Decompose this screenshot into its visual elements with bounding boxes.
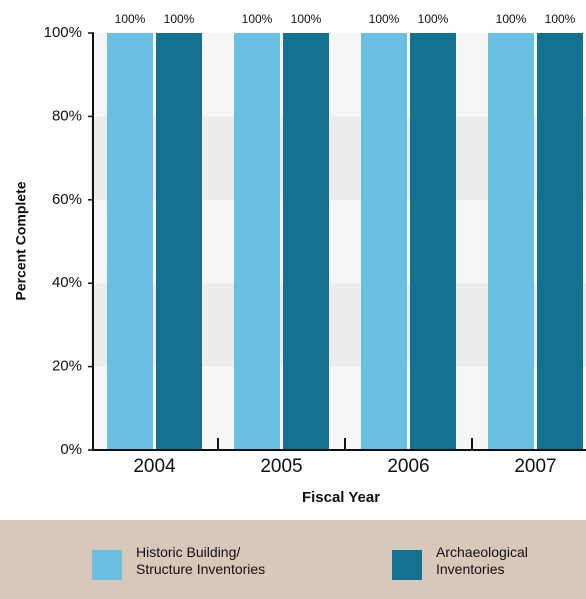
bar — [361, 33, 407, 450]
y-tick-label: 0% — [60, 441, 82, 458]
value-label: 100% — [291, 12, 322, 26]
x-tick-label: 2006 — [387, 456, 429, 477]
x-axis-title: Fiscal Year — [302, 489, 380, 506]
legend: Historic Building/ Structure Inventories… — [0, 520, 586, 599]
value-label: 100% — [496, 12, 527, 26]
x-tick-label: 2007 — [514, 456, 556, 477]
legend-swatch — [392, 550, 422, 580]
y-tick-label: 60% — [52, 191, 82, 208]
x-tick-label: 2005 — [260, 456, 302, 477]
y-tick-label: 100% — [44, 24, 82, 41]
bar — [283, 33, 329, 450]
value-label: 100% — [164, 12, 195, 26]
value-label: 100% — [545, 12, 576, 26]
y-axis-title: Percent Complete — [13, 181, 29, 300]
y-tick-label: 40% — [52, 274, 82, 291]
bar — [410, 33, 456, 450]
legend-swatch — [92, 550, 122, 580]
legend-item: Historic Building/ Structure Inventories — [92, 544, 296, 580]
x-tick-label: 2004 — [133, 456, 176, 477]
legend-label: Historic Building/ Structure Inventories — [136, 544, 266, 577]
y-tick-label: 80% — [52, 107, 82, 124]
chart: Fiscal Year Percent Complete 0% 20% 40% 60%… — [13, 12, 586, 506]
value-label: 100% — [418, 12, 449, 26]
legend-label: Archaeological Inventories — [436, 544, 528, 577]
value-label: 100% — [242, 12, 273, 26]
bar — [488, 33, 534, 450]
y-tick-label: 20% — [52, 358, 82, 375]
value-label: 100% — [369, 12, 400, 26]
value-label: 100% — [115, 12, 146, 26]
legend-item: Archaeological Inventories — [392, 544, 556, 580]
bar — [107, 33, 153, 450]
bar — [234, 33, 280, 450]
bar — [537, 33, 583, 450]
bar — [156, 33, 202, 450]
